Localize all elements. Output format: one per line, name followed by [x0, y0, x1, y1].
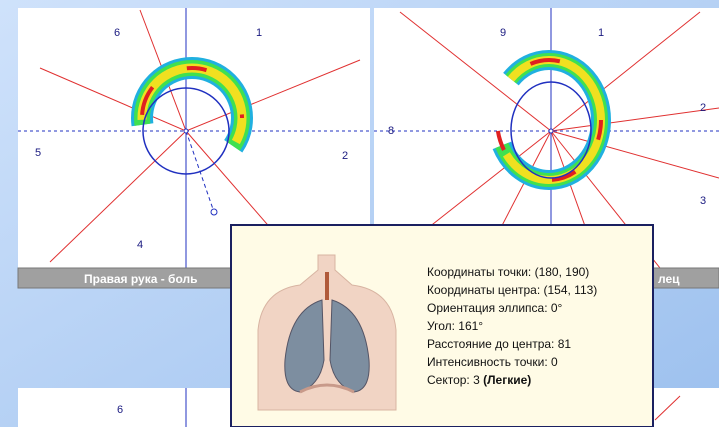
sector: Сектор: 3 — [427, 373, 480, 387]
panel-caption: Правая рука - боль — [84, 272, 198, 286]
sector-label: 9 — [500, 27, 506, 39]
sector-label: 6 — [114, 27, 120, 39]
sector-label: 5 — [35, 147, 41, 159]
sector-label: 1 — [598, 27, 604, 39]
sector-label: 1 — [256, 27, 262, 39]
tooltip-line: Интенсивность точки: 0 — [427, 355, 558, 369]
tooltip-line: Угол: 161° — [427, 319, 483, 333]
sector-label: 3 — [700, 195, 706, 207]
sector-label: 6 — [117, 404, 123, 416]
tooltip-line: Координаты центра: (154, 113) — [427, 283, 597, 297]
screen: 6 1 5 2 4 9 1 8 2 3 Правая рука - бо — [0, 0, 719, 427]
tooltip-line: Сектор: 3 (Легкие) — [427, 373, 531, 387]
sector-label: 8 — [388, 125, 394, 137]
sector-name: (Легкие) — [483, 373, 531, 387]
sector-label: 4 — [137, 239, 143, 251]
panel-caption: лец — [658, 272, 680, 286]
tooltip-line: Координаты точки: (180, 190) — [427, 265, 589, 279]
sector-label: 2 — [342, 150, 348, 162]
tooltip-line: Расстояние до центра: 81 — [427, 337, 571, 351]
center — [549, 129, 553, 133]
pointer-point — [211, 209, 217, 215]
center — [184, 129, 188, 133]
tooltip-line: Ориентация эллипса: 0° — [427, 301, 563, 315]
sector-label: 2 — [700, 102, 706, 114]
page: 6 1 5 2 4 9 1 8 2 3 Правая рука - бо — [0, 0, 719, 427]
